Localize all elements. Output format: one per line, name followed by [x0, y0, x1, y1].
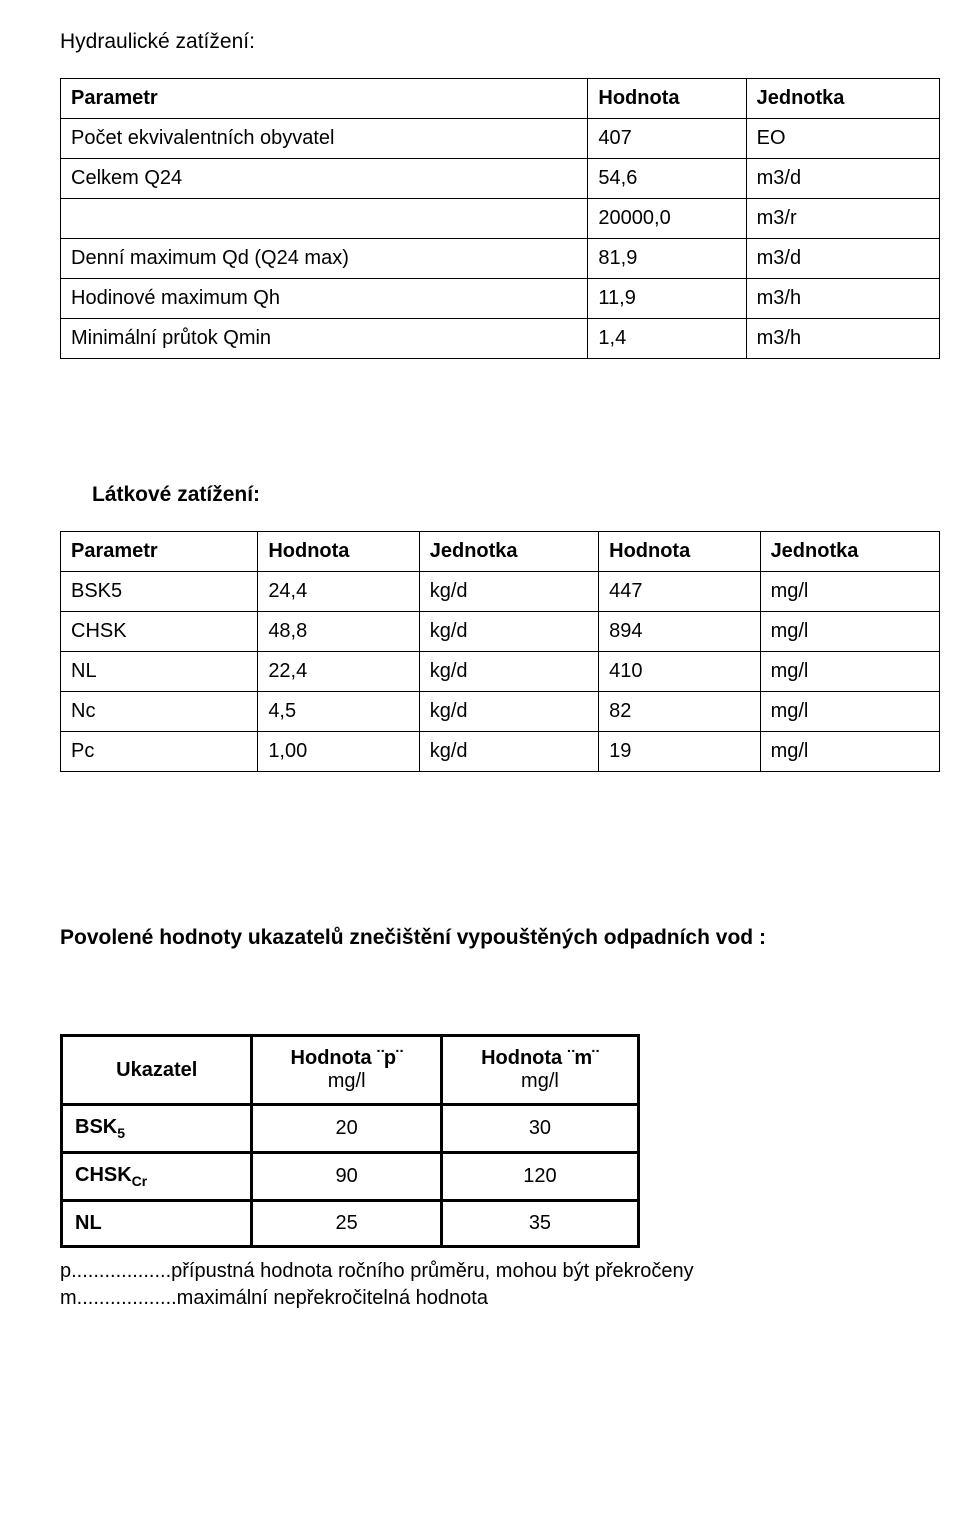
cell-u1: kg/d [419, 692, 598, 732]
cell-u1: kg/d [419, 612, 598, 652]
cell-p: 90 [252, 1153, 441, 1201]
cell-indicator: CHSKCr [62, 1153, 252, 1201]
cell-u2: mg/l [760, 732, 939, 772]
cell-u1: kg/d [419, 572, 598, 612]
cell-param: Hodinové maximum Qh [61, 279, 588, 319]
header-param: Parametr [61, 532, 258, 572]
header-indicator: Ukazatel [62, 1036, 252, 1105]
cell-param: BSK5 [61, 572, 258, 612]
header-unit: Jednotka [746, 79, 939, 119]
header-p-top: Hodnota ¨p¨ [291, 1047, 403, 1069]
table-row: BSK5 20 30 [62, 1105, 639, 1153]
cell-indicator: BSK5 [62, 1105, 252, 1153]
cell-u2: mg/l [760, 652, 939, 692]
header-p: Hodnota ¨p¨ mg/l [252, 1036, 441, 1105]
cell-u1: kg/d [419, 652, 598, 692]
cell-u2: mg/l [760, 612, 939, 652]
section-title-material-text: Látkové zatížení: [92, 483, 260, 506]
cell-u2: mg/l [760, 692, 939, 732]
header-m: Hodnota ¨m¨ mg/l [441, 1036, 638, 1105]
header-u1: Jednotka [419, 532, 598, 572]
footnote-p: p..................přípustná hodnota roč… [60, 1258, 940, 1285]
table-header-row: Parametr Hodnota Jednotka Hodnota Jednot… [61, 532, 940, 572]
table-row: NL 25 35 [62, 1201, 639, 1247]
cell-param: NL [61, 652, 258, 692]
header-m-sub: mg/l [455, 1070, 625, 1093]
cell-v2: 410 [599, 652, 760, 692]
cell-unit: m3/h [746, 279, 939, 319]
table-row: NL 22,4 kg/d 410 mg/l [61, 652, 940, 692]
section-title-limits: Povolené hodnoty ukazatelů znečištění vy… [60, 926, 940, 950]
header-v2: Hodnota [599, 532, 760, 572]
table-limits: Ukazatel Hodnota ¨p¨ mg/l Hodnota ¨m¨ mg… [60, 1034, 640, 1248]
cell-u2: mg/l [760, 572, 939, 612]
cell-value: 54,6 [588, 159, 746, 199]
table-header-row: Parametr Hodnota Jednotka [61, 79, 940, 119]
cell-param: Nc [61, 692, 258, 732]
cell-v1: 4,5 [258, 692, 419, 732]
table-row: BSK5 24,4 kg/d 447 mg/l [61, 572, 940, 612]
cell-value: 20000,0 [588, 199, 746, 239]
table-row: Denní maximum Qd (Q24 max) 81,9 m3/d [61, 239, 940, 279]
cell-v2: 19 [599, 732, 760, 772]
cell-u1: kg/d [419, 732, 598, 772]
cell-value: 1,4 [588, 319, 746, 359]
footnote-m: m..................maximální nepřekročit… [60, 1285, 940, 1312]
table-row: CHSK 48,8 kg/d 894 mg/l [61, 612, 940, 652]
table-header-row: Ukazatel Hodnota ¨p¨ mg/l Hodnota ¨m¨ mg… [62, 1036, 639, 1105]
table-row: Hodinové maximum Qh 11,9 m3/h [61, 279, 940, 319]
cell-param: Počet ekvivalentních obyvatel [61, 119, 588, 159]
cell-v2: 82 [599, 692, 760, 732]
cell-unit: m3/r [746, 199, 939, 239]
cell-indicator: NL [62, 1201, 252, 1247]
cell-p: 20 [252, 1105, 441, 1153]
section-title-hydraulic: Hydraulické zatížení: [60, 30, 940, 54]
table-row: Pc 1,00 kg/d 19 mg/l [61, 732, 940, 772]
cell-param: CHSK [61, 612, 258, 652]
cell-unit: m3/d [746, 159, 939, 199]
cell-value: 11,9 [588, 279, 746, 319]
cell-v1: 22,4 [258, 652, 419, 692]
cell-param: Minimální průtok Qmin [61, 319, 588, 359]
cell-unit: m3/d [746, 239, 939, 279]
cell-m: 120 [441, 1153, 638, 1201]
header-value: Hodnota [588, 79, 746, 119]
cell-param: Denní maximum Qd (Q24 max) [61, 239, 588, 279]
table-row: Minimální průtok Qmin 1,4 m3/h [61, 319, 940, 359]
cell-v1: 1,00 [258, 732, 419, 772]
table-hydraulic: Parametr Hodnota Jednotka Počet ekvivale… [60, 78, 940, 359]
header-u2: Jednotka [760, 532, 939, 572]
cell-value: 81,9 [588, 239, 746, 279]
cell-p: 25 [252, 1201, 441, 1247]
cell-m: 35 [441, 1201, 638, 1247]
table-row: Nc 4,5 kg/d 82 mg/l [61, 692, 940, 732]
cell-unit: EO [746, 119, 939, 159]
cell-unit: m3/h [746, 319, 939, 359]
cell-param: Pc [61, 732, 258, 772]
cell-v1: 24,4 [258, 572, 419, 612]
cell-param: Celkem Q24 [61, 159, 588, 199]
header-m-top: Hodnota ¨m¨ [481, 1047, 599, 1069]
cell-m: 30 [441, 1105, 638, 1153]
header-param: Parametr [61, 79, 588, 119]
section-title-limits-text: Povolené hodnoty ukazatelů znečištění vy… [60, 926, 766, 949]
cell-v2: 894 [599, 612, 760, 652]
cell-v2: 447 [599, 572, 760, 612]
header-p-sub: mg/l [265, 1070, 427, 1093]
cell-param [61, 199, 588, 239]
cell-value: 407 [588, 119, 746, 159]
table-row: 20000,0 m3/r [61, 199, 940, 239]
table-row: Počet ekvivalentních obyvatel 407 EO [61, 119, 940, 159]
table-material: Parametr Hodnota Jednotka Hodnota Jednot… [60, 531, 940, 772]
table-row: CHSKCr 90 120 [62, 1153, 639, 1201]
cell-v1: 48,8 [258, 612, 419, 652]
table-row: Celkem Q24 54,6 m3/d [61, 159, 940, 199]
header-v1: Hodnota [258, 532, 419, 572]
section-title-material: Látkové zatížení: [92, 483, 940, 507]
